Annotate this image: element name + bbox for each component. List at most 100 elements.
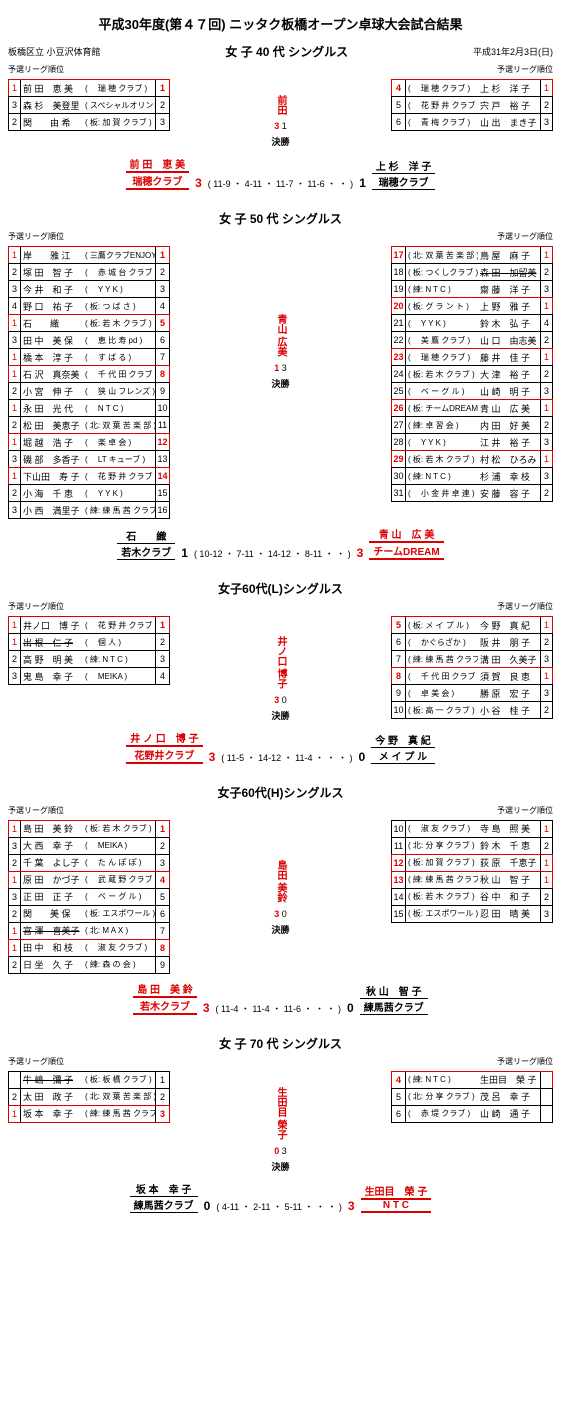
rank-label: 予選リーグ順位 xyxy=(497,64,553,75)
seed-number: 13 xyxy=(392,872,406,888)
player-name: 日 坐 久 子 xyxy=(21,958,83,971)
player-club: ( Y Y K ) xyxy=(406,318,478,329)
page-title: 平成30年度(第４７回) ニッタク板橋オープン卓球大会試合結果 xyxy=(8,14,553,33)
seed-number: 26 xyxy=(392,400,406,416)
prelim-rank: 1 xyxy=(9,80,21,96)
player-entry: 2 森 田 加留美 ( 板: つくしクラブ ) 18 xyxy=(391,263,553,281)
player-name: 茂 呂 幸 子 xyxy=(478,1090,540,1103)
prelim-rank: 2 xyxy=(9,417,21,433)
winner-name: 前 田 恵 美 xyxy=(126,156,190,173)
loser-name: 坂 本 幸 子 xyxy=(130,1181,198,1197)
rank-label: 予選リーグ順位 xyxy=(8,1056,64,1067)
prelim-rank xyxy=(9,1072,21,1088)
prelim-rank: 1 xyxy=(9,315,21,331)
loser-name: 石 織 xyxy=(117,528,175,544)
player-club: ( 板: 加 賀 クラブ ) xyxy=(83,117,155,128)
winner-score: 3 xyxy=(203,1001,210,1015)
seed-number: 4 xyxy=(155,668,169,684)
rank-label: 予選リーグ順位 xyxy=(8,601,64,612)
player-name: 田 中 和 枝 xyxy=(21,941,83,954)
winner-club: N T C xyxy=(361,1200,432,1213)
prelim-rank: 1 xyxy=(9,366,21,382)
seed-number: 31 xyxy=(392,485,406,501)
player-entry: 3 田 中 美 保 ( 恵 比 寿 pd ) 6 xyxy=(8,331,170,349)
prelim-rank: 1 xyxy=(9,349,21,365)
rank-label: 予選リーグ順位 xyxy=(497,601,553,612)
player-entry: 3 鬼 島 幸 子 ( MEIKA ) 4 xyxy=(8,667,170,685)
seed-number: 22 xyxy=(392,332,406,348)
player-entry: 2 小 海 千 恵 ( Y Y K ) 15 xyxy=(8,484,170,502)
prelim-rank xyxy=(540,1089,552,1105)
player-club: ( 淑 友 クラブ ) xyxy=(406,823,478,834)
rank-label: 予選リーグ順位 xyxy=(8,231,64,242)
seed-number: 10 xyxy=(392,702,406,718)
division-title: 女 子 40 代 シングルス xyxy=(101,43,473,60)
player-club: ( 板: つ ば さ ) xyxy=(83,301,155,312)
player-club: ( 赤 堤 クラブ ) xyxy=(406,1108,478,1119)
player-club: ( 板: 若 木 クラブ ) xyxy=(83,823,155,834)
player-name: 大 西 幸 子 xyxy=(21,839,83,852)
player-name: 石 織 xyxy=(21,317,83,330)
player-name: 生田目 榮 子 xyxy=(478,1073,540,1086)
player-entry: 1 村 松 ひろみ ( 板: 若 木 クラブ ) 29 xyxy=(391,450,553,468)
player-name: 関 美 保 xyxy=(21,907,83,920)
seed-number: 2 xyxy=(155,1089,169,1105)
seed-number: 4 xyxy=(392,80,406,96)
player-name: 藤 井 佳 子 xyxy=(478,351,540,364)
winner-score: 3 xyxy=(195,176,202,190)
player-name: 岸 雅 江 xyxy=(21,249,83,262)
division-title: 女子60代(H)シングルス xyxy=(8,784,553,801)
seed-number: 11 xyxy=(392,838,406,854)
prelim-rank: 3 xyxy=(540,281,552,297)
loser-name: 上 杉 洋 子 xyxy=(372,158,436,174)
division-title: 女 子 50 代 シングルス xyxy=(8,210,553,227)
player-entry: 3 杉 浦 幸 枝 ( 練: N T C ) 30 xyxy=(391,467,553,485)
prelim-rank: 2 xyxy=(540,264,552,280)
tournament-section: 女子60代(H)シングルス予選リーグ順位予選リーグ順位1 島 田 美 鈴 ( 板… xyxy=(8,784,553,1015)
seed-number: 2 xyxy=(155,634,169,650)
venue: 板橋区立 小豆沢体育館 xyxy=(8,45,101,58)
player-name: 高 野 明 美 xyxy=(21,653,83,666)
player-entry: 3 今 井 和 子 ( Y Y K ) 3 xyxy=(8,280,170,298)
player-club: ( Y Y K ) xyxy=(406,437,478,448)
seed-number: 8 xyxy=(155,940,169,956)
prelim-rank: 1 xyxy=(9,923,21,939)
finalist-name: 島田 美鈴 xyxy=(273,860,288,903)
player-club: ( 板: 高 一 クラブ ) xyxy=(406,705,478,716)
player-club: ( 三鷹クラブENJOY ) xyxy=(83,250,155,261)
right-side: 1 今 野 真 紀 ( 板: メ イ プ ル ) 52 阪 井 朋 子 ( かぐ… xyxy=(391,616,553,718)
player-name: 江 井 裕 子 xyxy=(478,436,540,449)
prelim-rank: 2 xyxy=(540,634,552,650)
division-title: 女 子 70 代 シングルス xyxy=(8,1035,553,1052)
player-entry: 2 関 美 保 ( 板: エスポワール ) 6 xyxy=(8,905,170,923)
prelim-rank xyxy=(540,1106,552,1122)
date: 平成31年2月3日(日) xyxy=(473,45,553,58)
tournament-section: 女 子 70 代 シングルス予選リーグ順位予選リーグ順位 牛 嶋 彌 子 ( 板… xyxy=(8,1035,553,1213)
finalist-name: 前田 xyxy=(273,95,288,115)
player-entry: 1 坂 本 幸 子 ( 練: 練 馬 茜 クラブ ) 3 xyxy=(8,1105,170,1123)
player-name: 上 杉 洋 子 xyxy=(478,82,540,95)
player-club: ( 板: つくしクラブ ) xyxy=(406,267,478,278)
final-label: 決勝 xyxy=(170,709,391,722)
finalist-name: 生田目 榮子 xyxy=(273,1087,288,1140)
player-entry: 3 山 出 まき子 ( 青 梅 クラブ ) 6 xyxy=(391,113,553,131)
player-name: 宮 澤 喜美子 xyxy=(21,924,83,937)
player-entry: 1 青 山 広 美 ( 板: チームDREAM ) 26 xyxy=(391,399,553,417)
loser-score: 1 xyxy=(359,176,366,190)
player-name: 寺 島 照 美 xyxy=(478,822,540,835)
player-entry: 3 勝 原 宏 子 ( 卓 美 会 ) 9 xyxy=(391,684,553,702)
player-name: 塚 田 智 子 xyxy=(21,266,83,279)
seed-number: 10 xyxy=(392,821,406,837)
seed-number: 3 xyxy=(155,651,169,667)
prelim-rank: 1 xyxy=(9,247,21,263)
final-score: 3 1 xyxy=(170,121,391,131)
final-label: 決勝 xyxy=(170,377,391,390)
player-entry: 1 出 根 仁 子 ( 個 人 ) 2 xyxy=(8,633,170,651)
final-score: 3 0 xyxy=(170,695,391,705)
player-entry: 2 宍 戸 裕 子 ( 花 野 井 クラブ ) 5 xyxy=(391,96,553,114)
prelim-rank: 1 xyxy=(540,855,552,871)
prelim-rank: 2 xyxy=(9,855,21,871)
player-name: 正 田 正 子 xyxy=(21,890,83,903)
player-entry: 4 野 口 祐 子 ( 板: つ ば さ ) 4 xyxy=(8,297,170,315)
prelim-rank: 2 xyxy=(9,1089,21,1105)
